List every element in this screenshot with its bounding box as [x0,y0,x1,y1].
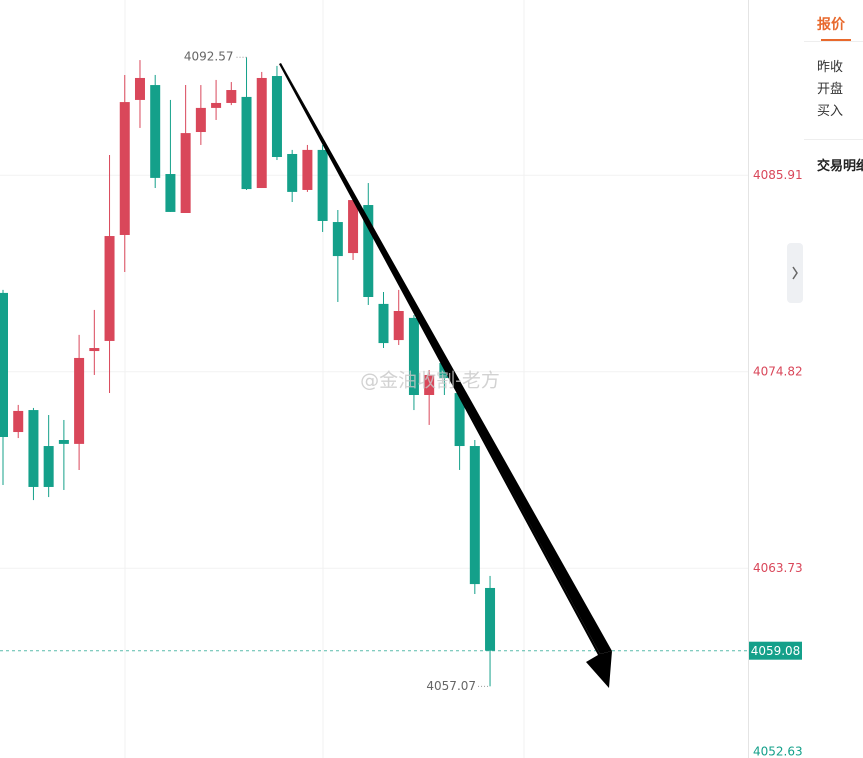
candle-body [256,77,267,189]
separator [804,41,863,42]
y-tick-label: 4074.82 [753,364,803,378]
candle-body [43,446,54,487]
separator [804,139,863,140]
candle-body [393,310,404,341]
chart: 4052.63 4063.73 4074.82 4085.91 4092.57 4057.… [0,0,803,758]
candle-body [424,374,435,395]
watermark: @金油收割-老方 [360,370,500,392]
candle-body [134,77,145,100]
candle-body [348,200,359,254]
candle-body [317,149,328,221]
candle-body [469,446,480,585]
candle-body [165,174,176,212]
candle-body [119,102,130,235]
y-tick-label: 4063.73 [753,561,803,575]
collapse-tab[interactable] [787,243,803,303]
candle-body [104,236,115,341]
candle-body [302,149,313,190]
candle-body [0,292,8,437]
tab[interactable]: 报价 [817,17,845,33]
collapse-icon[interactable] [792,266,798,280]
y-tick-label: 4085.91 [753,168,803,182]
candle-body [28,410,39,487]
candle-body [89,348,100,352]
candle-body [363,205,374,297]
candle-body [180,133,191,214]
section-title: 交易明细 [817,159,863,174]
low-label: 4057.07 [426,679,476,693]
candle-body [226,90,237,103]
candle-body [13,410,24,433]
last-price-tag [749,641,802,660]
candle-body [150,85,161,178]
tab-underline [821,39,851,41]
candle-body [378,303,389,344]
candle-body [74,357,85,444]
plot: 4052.63 4063.73 4074.82 4085.91 4092.57 4057.… [0,50,803,758]
candle-body [485,587,496,651]
candle-body [271,76,282,158]
trend-arrow [279,63,612,688]
high-label: 4092.57 [184,50,234,64]
candle-body [241,96,252,190]
last-price-label: 4059.08 [751,644,801,658]
candle-body [408,317,419,395]
candle-body [287,153,298,192]
candle-body [195,107,206,133]
row-label: 开盘 [817,82,844,97]
candle-body [332,222,343,257]
candle-body [58,440,69,444]
candle-body [211,102,222,108]
y-tick-label: 4052.63 [753,745,803,758]
candle-body [439,362,450,378]
side-panel: 报价 昨收 开盘 买入 交易明细 [804,0,863,758]
row-label: 买入 [817,104,844,119]
row-label: 昨收 [817,60,844,75]
candle-body [454,393,465,447]
